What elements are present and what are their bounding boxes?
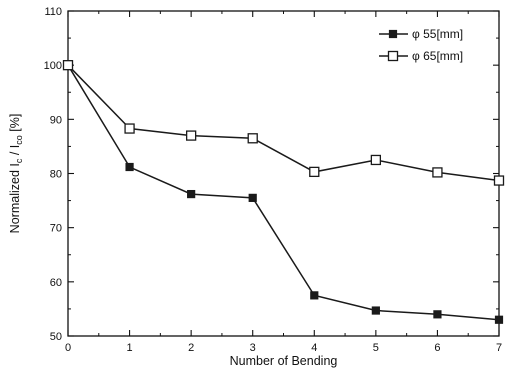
y-tick-label: 70 [50, 223, 62, 235]
y-axis-title-main: Normalized I [8, 163, 22, 233]
series-marker-0 [310, 291, 319, 300]
series-marker-0 [433, 310, 442, 319]
y-tick-label: 50 [50, 331, 62, 343]
series-marker-1 [62, 60, 74, 71]
y-axis-title-unit: [%] [8, 114, 22, 136]
series-layer [62, 60, 505, 324]
x-tick-label: 2 [188, 342, 194, 354]
y-axis-title-sub2: co [14, 135, 24, 145]
y-tick-label: 90 [50, 114, 62, 126]
x-tick-label: 3 [250, 342, 256, 354]
legend-label-phi65: φ 65[mm] [412, 49, 463, 63]
legend-item-phi65: φ 65[mm] [379, 49, 463, 63]
x-tick-label: 1 [127, 342, 133, 354]
x-tick-label: 7 [496, 342, 502, 354]
y-axis-title-mid: / I [8, 145, 22, 159]
series-line-1 [67, 64, 500, 182]
x-tick-label: 0 [65, 342, 71, 354]
series-marker-1 [493, 175, 505, 186]
series-marker-1 [309, 166, 320, 178]
legend-label-phi55: φ 55[mm] [412, 27, 463, 41]
ticks-layer: 0 1 2 3 4 5 6 7 50 60 70 80 90 100 110 [44, 6, 502, 354]
series-marker-1 [432, 167, 443, 178]
series-marker-1 [370, 154, 382, 166]
y-tick-label: 80 [50, 169, 62, 181]
series-marker-1 [185, 130, 197, 141]
y-tick-label: 100 [44, 60, 62, 72]
x-tick-label: 5 [373, 342, 379, 354]
y-axis-title-sub1: c [14, 158, 24, 163]
y-tick-label: 110 [44, 6, 62, 18]
series-line-0 [67, 64, 500, 321]
series-marker-0 [248, 193, 257, 202]
x-axis-title: Number of Bending [230, 354, 338, 368]
series-marker-0 [125, 162, 134, 172]
legend-marker-phi65 [387, 50, 399, 62]
y-axis-title: Normalized Ic / Ico [%] [8, 114, 24, 234]
series-marker-1 [124, 123, 135, 134]
series-marker-0 [494, 315, 504, 324]
legend-marker-phi55 [388, 29, 398, 39]
series-marker-0 [187, 189, 196, 199]
x-tick-label: 4 [311, 342, 317, 354]
x-tick-label: 6 [434, 342, 440, 354]
series-marker-0 [371, 306, 380, 315]
legend: φ 55[mm] φ 65[mm] [379, 27, 463, 63]
series-marker-1 [247, 133, 258, 144]
legend-item-phi55: φ 55[mm] [379, 27, 463, 41]
y-tick-label: 60 [50, 277, 62, 289]
